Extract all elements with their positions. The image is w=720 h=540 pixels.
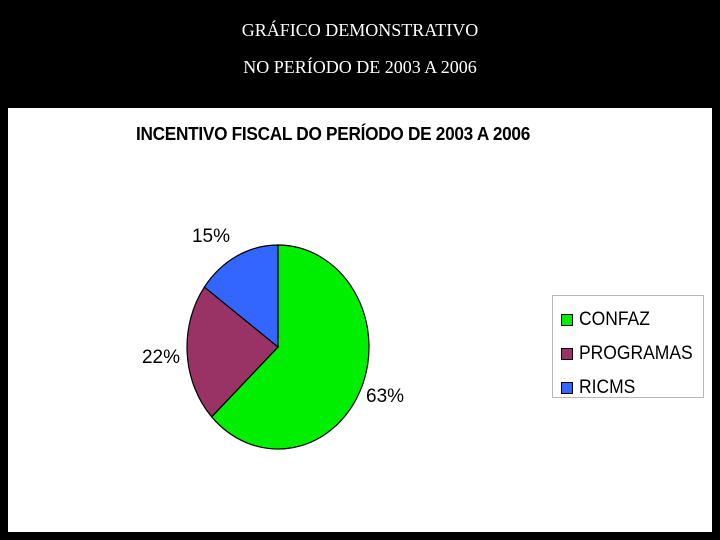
data-label-confaz: 63% <box>366 386 404 407</box>
legend-item-ricms: RICMS <box>561 376 640 400</box>
header-line-1: GRÁFICO DEMONSTRATIVO <box>241 20 479 40</box>
legend-item-confaz: CONFAZ <box>561 308 656 332</box>
data-label-ricms: 15% <box>192 226 230 247</box>
legend-label-programas: PROGRAMAS <box>579 343 693 364</box>
pie-slice-ricms <box>203 244 279 349</box>
legend-label-confaz: CONFAZ <box>579 309 650 330</box>
pie-chart: 63% 22% 15% <box>142 226 404 450</box>
slide-header: GRÁFICO DEMONSTRATIVO NO PERÍODO DE 2003… <box>0 0 720 104</box>
data-label-programas: 22% <box>142 347 180 368</box>
legend-label-ricms: RICMS <box>579 377 636 398</box>
legend-swatch-ricms <box>561 382 573 394</box>
pie-slice-programas <box>186 286 279 418</box>
pie-slice-confaz <box>210 244 370 450</box>
chart-panel: INCENTIVO FISCAL DO PERÍODO DE 2003 A 20… <box>8 108 712 532</box>
legend-swatch-confaz <box>561 314 573 326</box>
legend-item-programas: PROGRAMAS <box>561 342 703 366</box>
chart-title: INCENTIVO FISCAL DO PERÍODO DE 2003 A 20… <box>136 123 531 144</box>
legend-swatch-programas <box>561 348 573 360</box>
chart-legend: CONFAZ PROGRAMAS RICMS <box>552 295 704 398</box>
header-line-2: NO PERÍODO DE 2003 A 2006 <box>243 57 477 77</box>
